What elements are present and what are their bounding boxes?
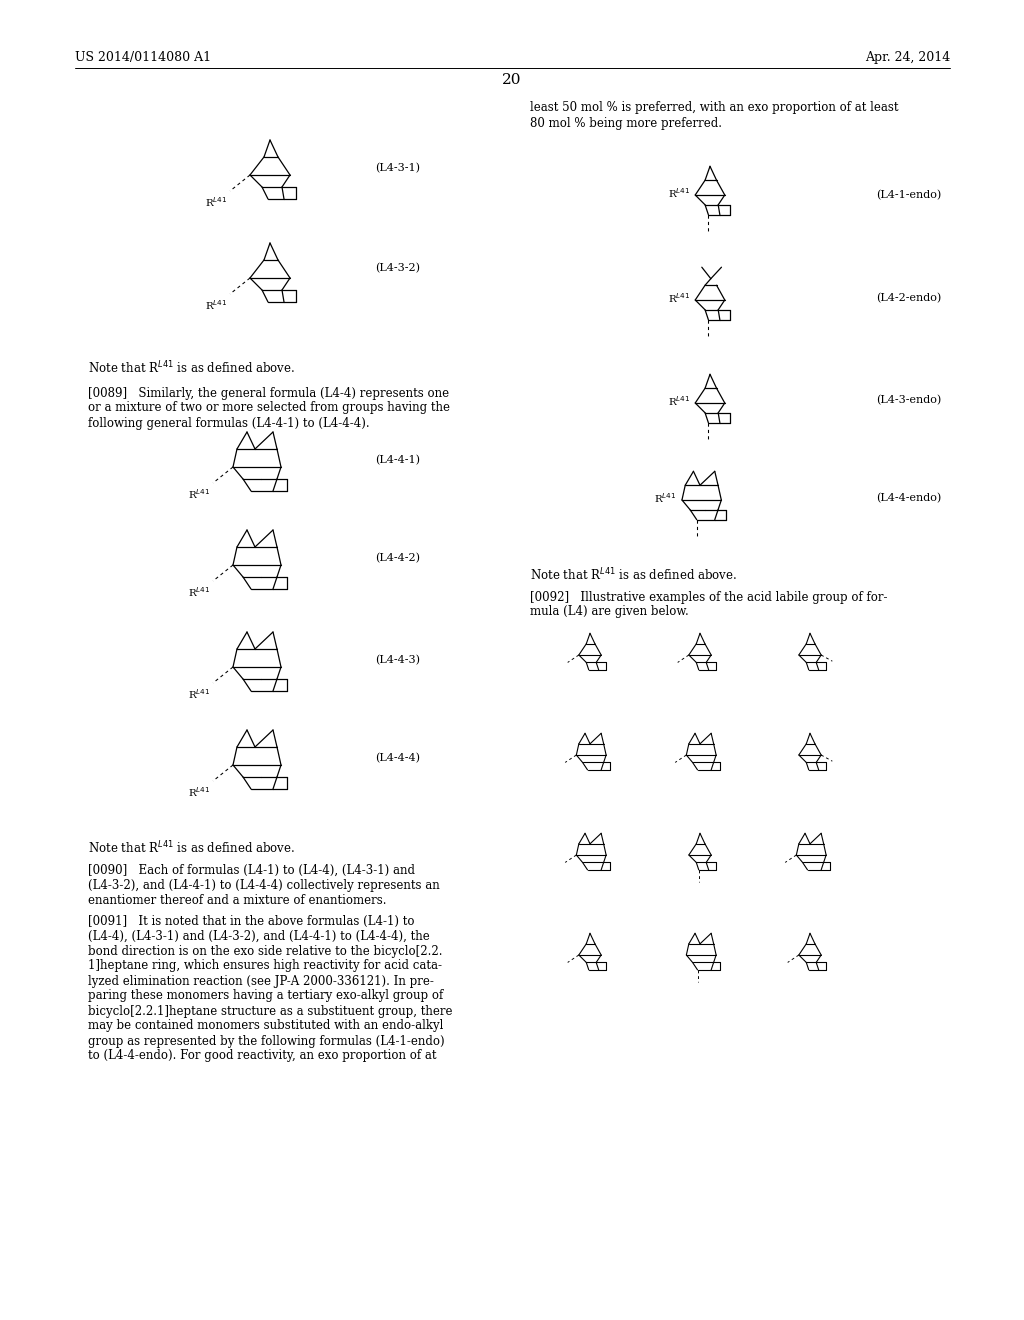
Text: US 2014/0114080 A1: US 2014/0114080 A1: [75, 51, 211, 65]
Text: group as represented by the following formulas (L4-1-endo): group as represented by the following fo…: [88, 1035, 444, 1048]
Text: paring these monomers having a tertiary exo-alkyl group of: paring these monomers having a tertiary …: [88, 990, 443, 1002]
Text: (L4-4-1): (L4-4-1): [375, 455, 420, 465]
Text: [0092]   Illustrative examples of the acid labile group of for-: [0092] Illustrative examples of the acid…: [530, 590, 888, 603]
Text: (L4-4-3): (L4-4-3): [375, 655, 420, 665]
Text: R$^{L41}$: R$^{L41}$: [668, 186, 690, 201]
Text: R$^{L41}$: R$^{L41}$: [668, 292, 690, 305]
Text: or a mixture of two or more selected from groups having the: or a mixture of two or more selected fro…: [88, 401, 450, 414]
Text: R$^{L41}$: R$^{L41}$: [188, 686, 211, 701]
Text: mula (L4) are given below.: mula (L4) are given below.: [530, 606, 689, 619]
Text: (L4-2-endo): (L4-2-endo): [876, 293, 941, 304]
Text: [0091]   It is noted that in the above formulas (L4-1) to: [0091] It is noted that in the above for…: [88, 915, 415, 928]
Text: R$^{L41}$: R$^{L41}$: [668, 395, 690, 408]
Text: (L4-4-2): (L4-4-2): [375, 553, 420, 564]
Text: to (L4-4-endo). For good reactivity, an exo proportion of at: to (L4-4-endo). For good reactivity, an …: [88, 1049, 436, 1063]
Text: bicyclo[2.2.1]heptane structure as a substituent group, there: bicyclo[2.2.1]heptane structure as a sub…: [88, 1005, 453, 1018]
Text: (L4-4), (L4-3-1) and (L4-3-2), and (L4-4-1) to (L4-4-4), the: (L4-4), (L4-3-1) and (L4-3-2), and (L4-4…: [88, 929, 430, 942]
Text: (L4-3-endo): (L4-3-endo): [876, 395, 941, 405]
Text: lyzed elimination reaction (see JP-A 2000-336121). In pre-: lyzed elimination reaction (see JP-A 200…: [88, 974, 434, 987]
Text: (L4-3-2): (L4-3-2): [375, 263, 420, 273]
Text: Apr. 24, 2014: Apr. 24, 2014: [864, 51, 950, 65]
Text: least 50 mol % is preferred, with an exo proportion of at least: least 50 mol % is preferred, with an exo…: [530, 102, 898, 115]
Text: [0090]   Each of formulas (L4-1) to (L4-4), (L4-3-1) and: [0090] Each of formulas (L4-1) to (L4-4)…: [88, 863, 415, 876]
Text: (L4-4-endo): (L4-4-endo): [876, 492, 941, 503]
Text: R$^{L41}$: R$^{L41}$: [188, 785, 211, 799]
Text: [0089]   Similarly, the general formula (L4-4) represents one: [0089] Similarly, the general formula (L…: [88, 387, 450, 400]
Text: enantiomer thereof and a mixture of enantiomers.: enantiomer thereof and a mixture of enan…: [88, 894, 386, 907]
Text: R$^{L41}$: R$^{L41}$: [654, 491, 677, 506]
Text: R$^{L41}$: R$^{L41}$: [188, 585, 211, 599]
Text: following general formulas (L4-4-1) to (L4-4-4).: following general formulas (L4-4-1) to (…: [88, 417, 370, 429]
Text: may be contained monomers substituted with an endo-alkyl: may be contained monomers substituted wi…: [88, 1019, 443, 1032]
Text: (L4-3-2), and (L4-4-1) to (L4-4-4) collectively represents an: (L4-3-2), and (L4-4-1) to (L4-4-4) colle…: [88, 879, 439, 891]
Text: bond direction is on the exo side relative to the bicyclo[2.2.: bond direction is on the exo side relati…: [88, 945, 442, 957]
Text: R$^{L41}$: R$^{L41}$: [206, 298, 228, 312]
Text: 20: 20: [502, 73, 522, 87]
Text: Note that R$^{L41}$ is as defined above.: Note that R$^{L41}$ is as defined above.: [88, 840, 295, 857]
Text: R$^{L41}$: R$^{L41}$: [188, 487, 211, 500]
Text: (L4-1-endo): (L4-1-endo): [876, 190, 941, 201]
Text: 80 mol % being more preferred.: 80 mol % being more preferred.: [530, 116, 722, 129]
Text: R$^{L41}$: R$^{L41}$: [206, 195, 228, 209]
Text: Note that R$^{L41}$ is as defined above.: Note that R$^{L41}$ is as defined above.: [88, 360, 295, 376]
Text: 1]heptane ring, which ensures high reactivity for acid cata-: 1]heptane ring, which ensures high react…: [88, 960, 442, 973]
Text: (L4-4-4): (L4-4-4): [375, 752, 420, 763]
Text: (L4-3-1): (L4-3-1): [375, 162, 420, 173]
Text: Note that R$^{L41}$ is as defined above.: Note that R$^{L41}$ is as defined above.: [530, 566, 737, 583]
